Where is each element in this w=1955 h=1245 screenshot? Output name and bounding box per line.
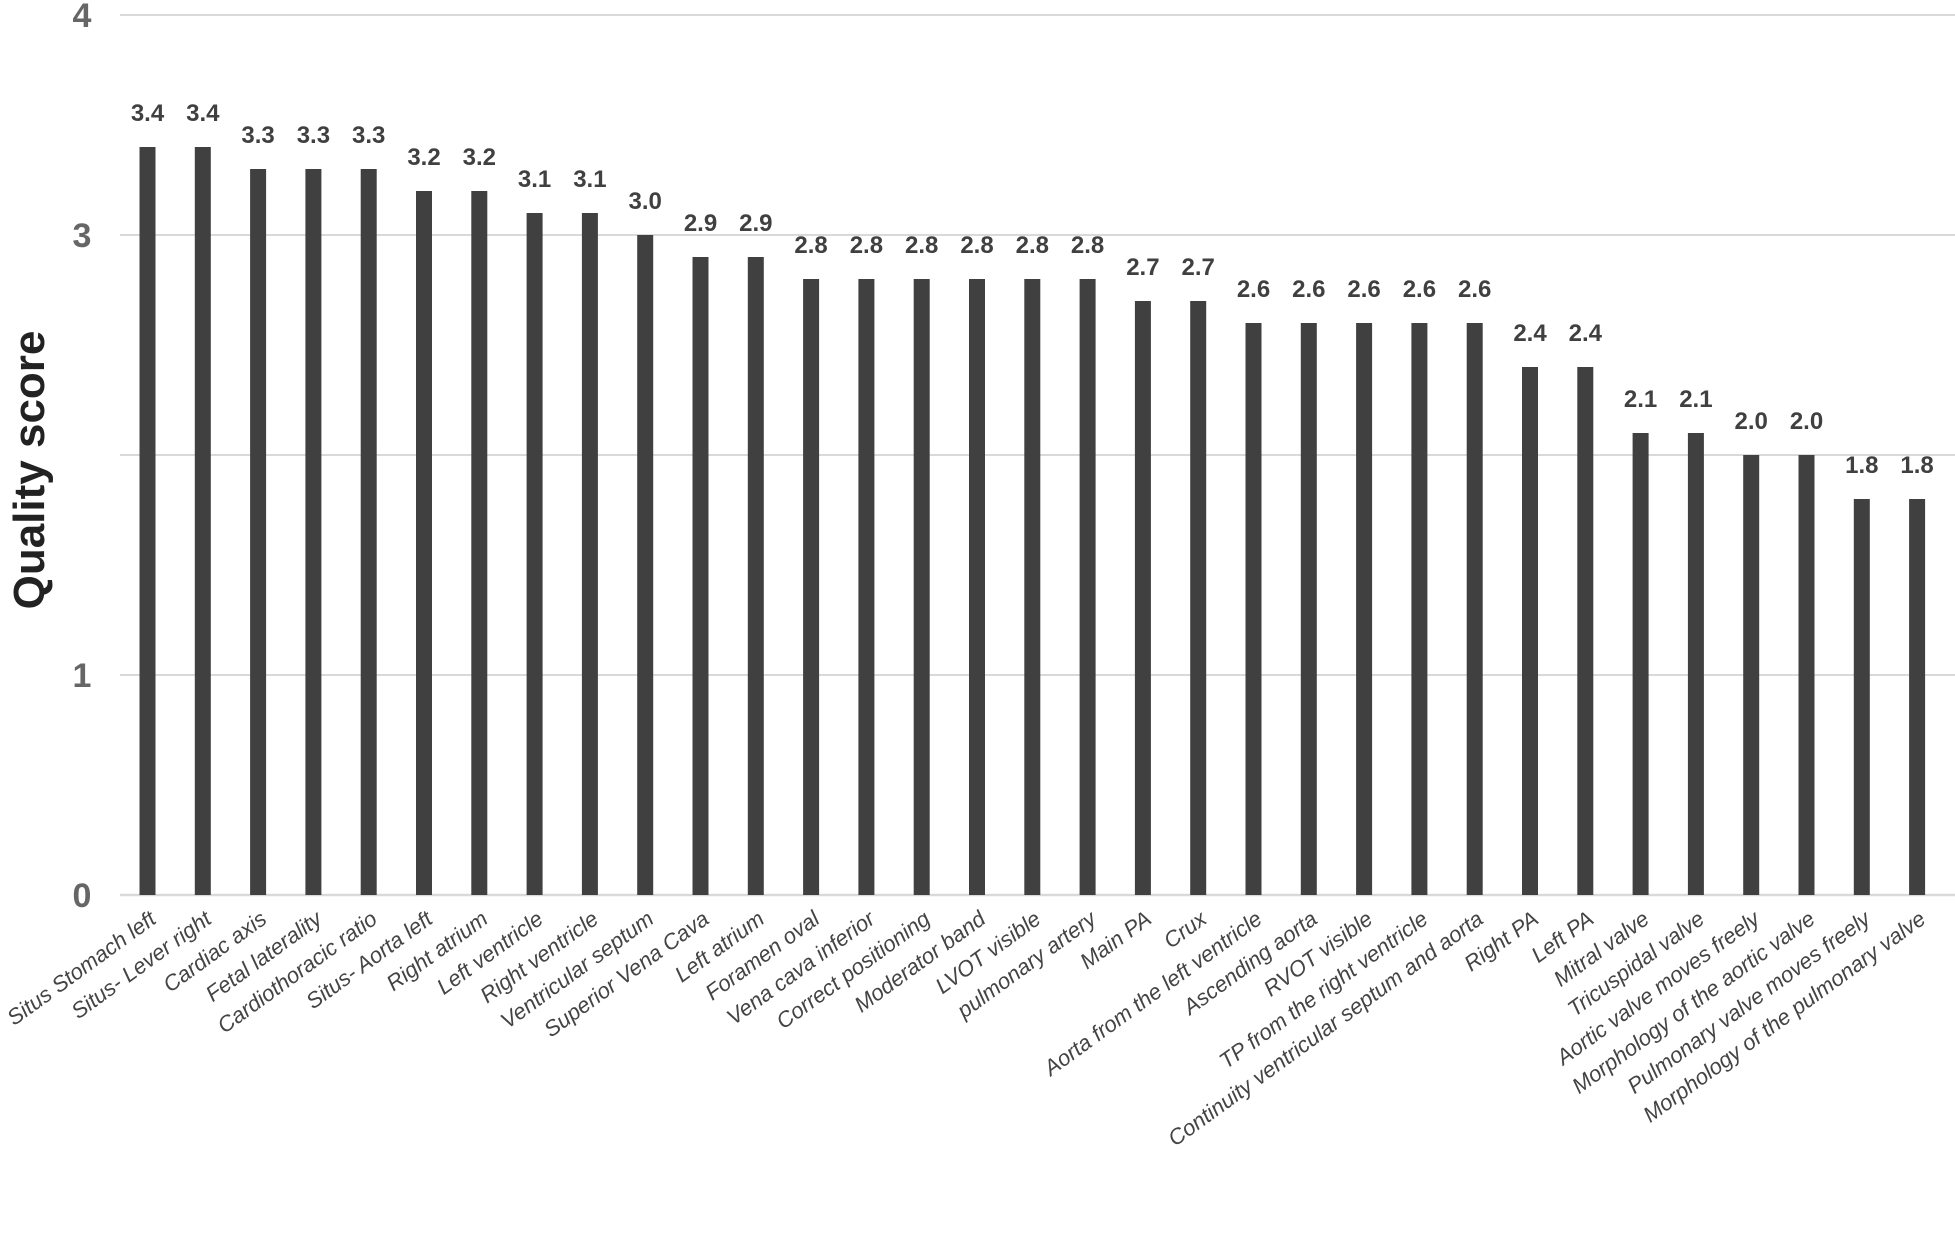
bar <box>250 169 267 895</box>
bar <box>637 235 654 895</box>
data-label: 3.4 <box>186 100 220 127</box>
y-tick-label: 4 <box>73 0 92 35</box>
bar <box>139 147 156 895</box>
bar <box>360 169 377 895</box>
bar <box>471 191 488 895</box>
bar <box>1577 367 1594 895</box>
data-label: 3.3 <box>241 122 274 149</box>
data-label: 2.4 <box>1569 320 1603 347</box>
bar <box>416 191 432 895</box>
bar <box>1079 279 1096 895</box>
data-label: 2.8 <box>850 232 883 259</box>
data-label: 3.2 <box>407 144 440 171</box>
data-label: 3.1 <box>573 166 606 193</box>
bar <box>803 279 820 895</box>
bar <box>1687 433 1704 895</box>
data-label: 2.6 <box>1403 276 1436 303</box>
bar <box>747 257 764 895</box>
data-label: 2.6 <box>1237 276 1270 303</box>
data-label: 2.8 <box>960 232 993 259</box>
y-tick-label: 1 <box>73 657 92 695</box>
bar <box>1300 323 1317 895</box>
bar <box>1853 499 1870 895</box>
bar <box>1245 323 1262 895</box>
bar <box>1798 455 1815 895</box>
y-tick-layer: 0 1 3 4 <box>73 0 92 915</box>
data-label: 1.8 <box>1845 452 1878 479</box>
data-label: 2.8 <box>1016 232 1049 259</box>
data-label: 2.8 <box>905 232 938 259</box>
bar <box>526 213 543 895</box>
data-label: 2.7 <box>1126 254 1159 281</box>
data-label: 2.0 <box>1735 408 1768 435</box>
data-label: 3.2 <box>463 144 496 171</box>
bar <box>1909 499 1926 895</box>
bar <box>1466 323 1483 895</box>
bar <box>194 147 211 895</box>
data-label: 2.8 <box>1071 232 1104 259</box>
bar <box>1411 323 1428 895</box>
data-label: 2.7 <box>1182 254 1215 281</box>
bar <box>1632 433 1649 895</box>
bar <box>858 279 875 895</box>
data-label: 2.1 <box>1679 386 1712 413</box>
y-tick-label: 3 <box>73 217 92 255</box>
bar <box>1356 323 1373 895</box>
data-label: 3.4 <box>131 100 165 127</box>
data-label: 3.0 <box>629 188 662 215</box>
data-label: 3.3 <box>297 122 330 149</box>
data-label: 2.9 <box>684 210 717 237</box>
data-label: 2.6 <box>1292 276 1325 303</box>
bar <box>692 257 709 895</box>
data-label: 3.1 <box>518 166 551 193</box>
data-label: 2.9 <box>739 210 772 237</box>
data-label: 2.4 <box>1513 320 1547 347</box>
bar <box>1743 455 1760 895</box>
bar <box>305 169 322 895</box>
data-label: 2.6 <box>1347 276 1380 303</box>
bar-layer <box>139 147 1926 895</box>
data-label-layer: 3.4 3.4 3.3 3.3 3.3 3.2 3.2 3.1 3.1 3.0 2.9 2.9 2.8 2… <box>131 100 1934 479</box>
bar <box>581 213 598 895</box>
data-label: 2.1 <box>1624 386 1657 413</box>
data-label: 2.0 <box>1790 408 1823 435</box>
y-tick-label: 0 <box>73 877 92 915</box>
bar <box>1190 301 1207 895</box>
bar <box>969 279 985 895</box>
data-label: 3.3 <box>352 122 385 149</box>
bar <box>1024 279 1041 895</box>
bar <box>913 279 930 895</box>
bar <box>1134 301 1151 895</box>
bar <box>1522 367 1538 895</box>
data-label: 2.8 <box>794 232 827 259</box>
data-label: 2.6 <box>1458 276 1491 303</box>
data-label: 1.8 <box>1900 452 1933 479</box>
y-axis-title: Quality score <box>5 331 54 610</box>
